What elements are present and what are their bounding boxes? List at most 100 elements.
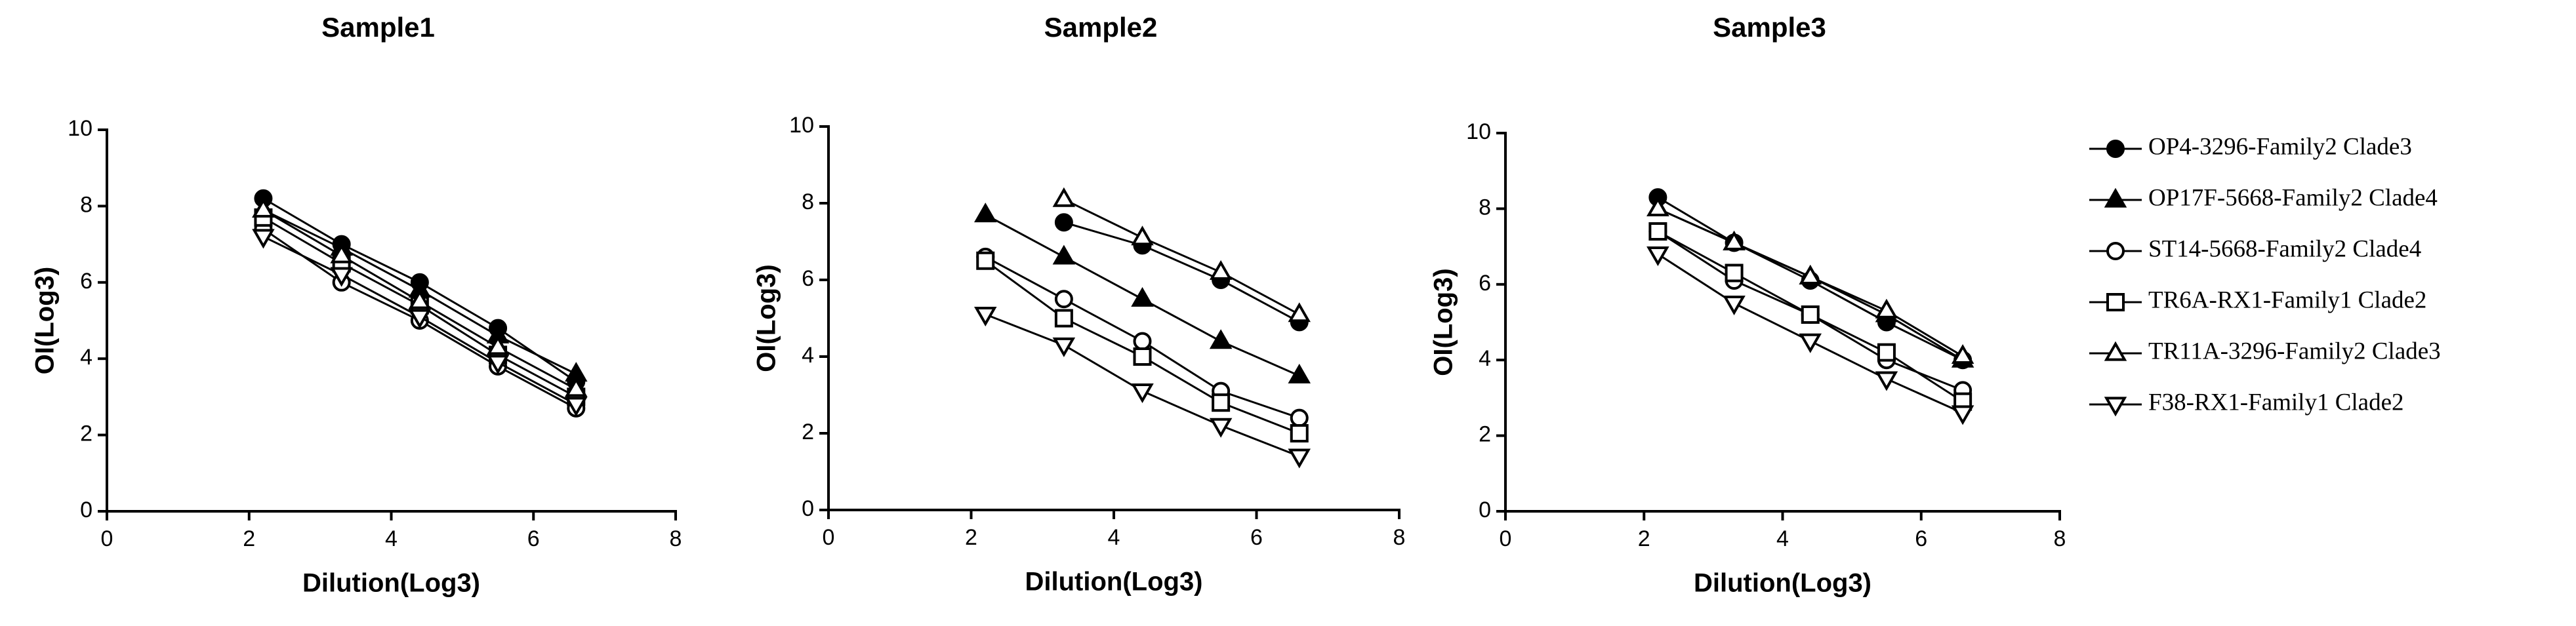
y-tick-label: 2 [1479, 422, 1491, 447]
marker [1052, 245, 1076, 265]
marker [1133, 332, 1152, 351]
legend-marker [2104, 397, 2127, 417]
marker [565, 377, 588, 397]
marker [1801, 305, 1820, 324]
x-tick-label: 4 [1776, 526, 1789, 551]
chart-title: Sample3 [1713, 12, 1826, 43]
x-tick-label: 0 [823, 525, 835, 550]
marker [1054, 309, 1073, 328]
y-tick-label: 0 [1479, 498, 1491, 522]
marker [1131, 286, 1154, 307]
x-tick-label: 0 [1500, 526, 1512, 551]
series-line [1063, 198, 1300, 315]
marker [486, 355, 510, 375]
marker [1288, 302, 1311, 323]
legend-label: F38-RX1-Family1 Clade2 [2148, 389, 2404, 416]
marker [1723, 296, 1746, 316]
legend-label: OP4-3296-Family2 Clade3 [2148, 133, 2412, 160]
legend-label: OP17F-5668-Family2 Clade4 [2148, 184, 2438, 211]
y-tick-label: 4 [80, 345, 92, 370]
marker [565, 397, 588, 417]
marker [1646, 246, 1669, 267]
x-tick-label: 4 [1108, 525, 1120, 550]
marker [252, 197, 275, 218]
marker [1054, 213, 1073, 232]
y-tick-label: 4 [802, 343, 814, 368]
marker [1209, 418, 1233, 438]
marker [330, 243, 353, 264]
marker [1646, 196, 1669, 216]
y-tick-label: 4 [1479, 346, 1491, 371]
legend-label: TR6A-RX1-Family1 Clade2 [2148, 286, 2426, 313]
x-tick-label: 4 [385, 526, 398, 551]
marker [1212, 393, 1231, 412]
y-tick-label: 6 [802, 266, 814, 291]
marker [1290, 408, 1309, 427]
marker [1288, 448, 1311, 469]
legend-marker [2104, 187, 2127, 208]
x-tick-label: 8 [2054, 526, 2066, 551]
marker [1054, 290, 1073, 309]
marker [1133, 347, 1152, 366]
y-tick-label: 2 [80, 421, 92, 446]
y-axis-label: OI(Log3) [1429, 268, 1458, 376]
legend-marker [2106, 242, 2125, 260]
marker [1052, 187, 1076, 207]
marker [408, 289, 432, 309]
x-tick-label: 6 [1250, 525, 1263, 550]
x-tick-label: 2 [965, 525, 977, 550]
y-axis-label: OI(Log3) [31, 267, 60, 374]
y-tick-label: 10 [68, 116, 92, 141]
marker [1209, 260, 1233, 280]
marker [1209, 329, 1233, 349]
marker [1877, 343, 1896, 362]
legend-marker [2106, 140, 2125, 158]
marker [976, 251, 995, 270]
marker [1052, 337, 1076, 357]
y-tick-label: 6 [80, 269, 92, 294]
y-tick-label: 10 [1466, 119, 1491, 144]
marker [486, 335, 510, 355]
marker [973, 307, 997, 327]
marker [1875, 298, 1898, 319]
y-tick-label: 2 [802, 420, 814, 444]
legend-label: ST14-5668-Family2 Clade4 [2148, 235, 2421, 262]
legend-label: TR11A-3296-Family2 Clade3 [2148, 338, 2441, 364]
y-tick-label: 8 [80, 192, 92, 217]
marker [1290, 424, 1309, 442]
x-tick-label: 8 [1393, 525, 1406, 550]
marker [1951, 344, 1974, 364]
y-tick-label: 0 [802, 496, 814, 521]
marker [408, 309, 432, 329]
y-axis-label: OI(Log3) [752, 264, 781, 372]
x-tick-label: 6 [1915, 526, 1927, 551]
y-tick-label: 10 [789, 113, 814, 138]
y-tick-label: 6 [1479, 271, 1491, 296]
x-tick-label: 2 [243, 526, 255, 551]
x-tick-label: 2 [1638, 526, 1650, 551]
marker [1131, 383, 1154, 404]
y-tick-label: 8 [1479, 195, 1491, 220]
x-axis-label: Dilution(Log3) [1694, 569, 1871, 598]
x-tick-label: 6 [527, 526, 540, 551]
x-tick-label: 0 [101, 526, 113, 551]
marker [1723, 230, 1746, 250]
marker [1799, 264, 1822, 284]
y-tick-label: 8 [802, 189, 814, 214]
marker [973, 203, 997, 223]
chart-title: Sample1 [321, 12, 435, 43]
marker [1648, 222, 1667, 241]
marker [252, 229, 275, 249]
marker [330, 267, 353, 287]
marker [1875, 371, 1898, 391]
legend-marker [2104, 341, 2127, 361]
series-line [1063, 221, 1300, 323]
x-axis-label: Dilution(Log3) [1025, 568, 1202, 597]
marker [1131, 225, 1154, 246]
chart-title: Sample2 [1044, 12, 1158, 43]
marker [1799, 333, 1822, 353]
marker [1288, 363, 1311, 383]
x-axis-label: Dilution(Log3) [302, 569, 480, 598]
